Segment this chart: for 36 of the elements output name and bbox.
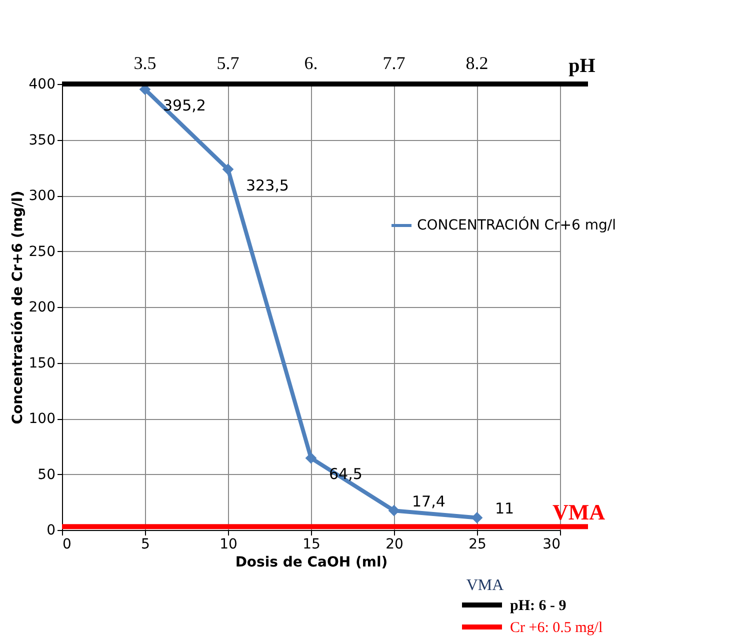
point <box>471 512 483 524</box>
y-tick-label: 50 <box>38 466 56 483</box>
x-tick-label: 0 <box>62 536 72 552</box>
y-tick-label: 250 <box>28 244 56 260</box>
annotation: 5.7 <box>216 53 240 73</box>
data-label: 11 <box>495 500 514 518</box>
x-tick-label: 10 <box>220 536 238 552</box>
y-tick-label: 350 <box>28 132 56 148</box>
annotation: 6. <box>304 53 318 73</box>
text: VMA <box>466 577 504 594</box>
y-tick-label: 100 <box>28 411 56 427</box>
data-label: 17,4 <box>412 492 446 511</box>
x-tick-label: 20 <box>386 536 404 552</box>
x-axis-title: Dosis de CaOH (ml) <box>235 554 388 570</box>
y-axis-title: Concentración de Cr+6 (mg/l) <box>10 190 26 424</box>
y-tick-label: 200 <box>28 300 56 316</box>
data-label: 395,2 <box>163 96 206 114</box>
y-tick-label: 0 <box>46 522 56 538</box>
legend-label: CONCENTRACIÓN Cr+6 mg/l <box>417 216 616 234</box>
ref-line-label: VMA <box>552 500 606 525</box>
x-tick-label: 25 <box>468 536 486 552</box>
point <box>305 452 317 464</box>
annotation: 7.7 <box>382 53 406 73</box>
annotation: 8.2 <box>466 53 488 73</box>
text: pH: 6 - 9 <box>510 598 566 614</box>
x-tick-label: 30 <box>542 536 560 552</box>
y-tick-label: 150 <box>28 355 56 372</box>
y-tick-label: 400 <box>28 76 56 92</box>
annotation: 3.5 <box>134 53 156 73</box>
text: pH <box>568 55 596 77</box>
data-label: 323,5 <box>246 176 289 194</box>
x-tick-label: 15 <box>302 536 320 552</box>
point <box>222 164 234 175</box>
y-tick-label: 300 <box>28 188 56 204</box>
text: Cr +6: 0.5 mg/l <box>510 620 603 636</box>
x-tick-label: 5 <box>141 536 150 552</box>
